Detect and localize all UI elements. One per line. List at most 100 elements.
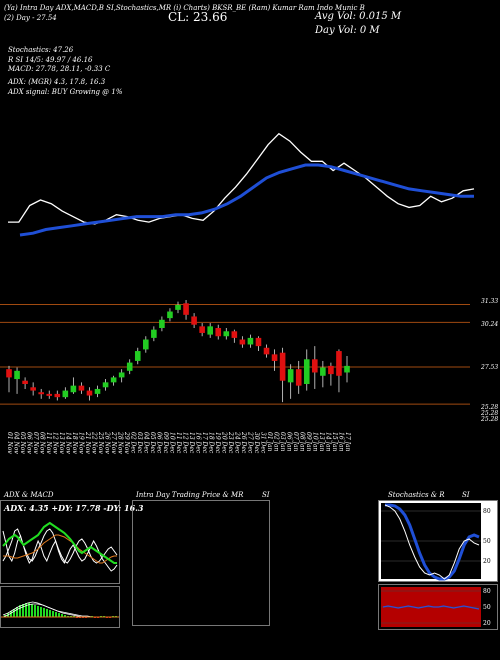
date-axis: 01 Nov 04 Nov 05 Nov 06 Nov 07 Nov 08 Nov 11 N… <box>6 431 351 454</box>
date-tick-label: 12 Dec <box>182 432 189 454</box>
candle-body <box>183 303 189 315</box>
date-tick-label: 10 Jan <box>312 432 319 452</box>
candle-body <box>279 352 286 381</box>
rsi-axis-label: 20 <box>483 620 491 627</box>
date-tick-label: 31 Dec <box>260 432 267 454</box>
date-tick-label: 27 Dec <box>247 431 254 454</box>
candle-body <box>22 380 28 384</box>
candle-body <box>271 354 278 361</box>
adx-lines <box>2 521 118 572</box>
date-tick-label: 30 Dec <box>253 432 260 454</box>
header-ticker-line: (Ya) Intra Day ADX,MACD,B SI,Stochastics… <box>4 4 365 12</box>
candle-body <box>263 347 270 355</box>
close-label: CL: 23.66 <box>168 10 228 24</box>
adx-values: ADX: 4.35 +DY: 17.78 -DY: 16.3 <box>4 503 144 513</box>
adx-panel: ADX: 4.35 +DY: 17.78 -DY: 16.3 <box>0 500 144 584</box>
rsi-axis-label: 80 <box>483 588 491 595</box>
date-tick-label: 07 Jan <box>292 432 299 452</box>
date-tick-label: 03 Dec <box>136 432 143 454</box>
candle-body <box>46 393 53 396</box>
date-tick-label: 29 Nov <box>123 431 130 454</box>
date-tick-label: 06 Nov <box>26 432 33 454</box>
price-tick-label: 25.28 <box>480 404 498 411</box>
stoch-axis-label: 80 <box>483 508 491 515</box>
date-tick-label: 18 Dec <box>208 432 215 454</box>
date-tick-label: 05 Dec <box>149 432 156 454</box>
macd-readout: MACD: 27.78, 28.11, -0.33 C <box>8 65 111 73</box>
macd-bar <box>49 610 51 617</box>
date-tick-label: 11 Nov <box>45 432 52 454</box>
date-tick-label: 11 Dec <box>175 432 182 454</box>
stochastics-lines: 80 50 20 <box>379 501 497 581</box>
date-tick-label: 16 Jan <box>338 432 345 452</box>
candlestick-chart <box>6 300 350 403</box>
adx-white-line-1 <box>2 530 118 572</box>
date-tick-label: 15 Jan <box>331 432 338 452</box>
candle-body <box>134 351 141 361</box>
date-tick-label: 03 Jan <box>279 432 286 452</box>
candle-body <box>167 311 173 319</box>
date-tick-label: 01 Nov <box>6 432 13 454</box>
macd-bar <box>19 605 21 617</box>
macd-bar <box>55 612 57 617</box>
date-tick-label: 04 Dec <box>143 432 150 454</box>
adx-orange-line <box>3 534 117 564</box>
macd-bar <box>64 615 66 617</box>
candle-body <box>151 329 157 338</box>
stoch-panel-suffix: SI <box>462 491 470 499</box>
stoch-white-line <box>384 504 480 580</box>
stochastics-readout: Stochastics: 47.26 <box>8 46 74 54</box>
date-tick-label: 09 Jan <box>305 432 312 452</box>
candle-body <box>239 339 246 345</box>
price-tick-label: 31.33 <box>481 298 498 305</box>
price-line <box>8 132 475 225</box>
stoch-axis-label: 50 <box>483 538 491 545</box>
adx-white-line-2 <box>2 528 118 564</box>
intra-day-panel <box>132 500 270 626</box>
macd-bar <box>46 609 48 617</box>
intra-panel-suffix: SI <box>262 491 270 499</box>
date-tick-label: 05 Nov <box>19 432 26 454</box>
macd-bar <box>52 611 54 617</box>
macd-bar <box>61 614 63 617</box>
rsi-line <box>382 605 480 610</box>
header-sub-left: (2) Day - 27.54 <box>4 14 57 22</box>
price-tick-label: 27.53 <box>480 364 498 371</box>
candle-body <box>6 369 12 378</box>
candle-body <box>320 367 326 376</box>
candle-body <box>175 304 181 310</box>
candle-body <box>295 369 302 386</box>
candle-body <box>344 365 350 373</box>
macd-bar <box>58 613 60 617</box>
candle-body <box>287 369 294 383</box>
macd-bar <box>43 608 45 617</box>
date-tick-label: 25 Nov <box>97 431 104 454</box>
candle-body <box>143 339 149 350</box>
date-tick-label: 06 Dec <box>156 432 163 454</box>
rsi-axis-label: 50 <box>483 604 491 611</box>
stoch-axis-label: 20 <box>483 558 491 565</box>
avg-volume: Avg Vol: 0.015 M <box>315 11 402 22</box>
stoch-blue-line <box>385 503 480 581</box>
macd-bar <box>37 606 39 617</box>
date-tick-label: 16 Dec <box>195 432 202 454</box>
stochastics-panel: 80 50 20 <box>378 500 498 582</box>
rsi-readout: R SI 14/5: 49.97 / 46.16 <box>8 56 93 64</box>
price-tick-label: 30.24 <box>481 321 498 328</box>
date-tick-label: 13 Nov <box>58 432 65 454</box>
date-tick-label: 17 Jan <box>344 432 351 452</box>
moving-average-line <box>19 163 474 237</box>
candle-body <box>102 382 109 388</box>
rsi-panel: 80 50 20 <box>378 584 498 630</box>
macd-bar <box>28 603 30 617</box>
candle-body <box>94 388 101 394</box>
candle-body <box>126 362 133 371</box>
date-tick-label: 07 Nov <box>32 432 39 454</box>
candle-body <box>328 365 334 375</box>
candle-body <box>159 319 165 328</box>
date-tick-label: 27 Nov <box>110 431 117 454</box>
candle-body <box>231 331 238 338</box>
rsi-band: 80 50 20 <box>381 587 491 627</box>
day-volume: Day Vol: 0 M <box>315 25 380 36</box>
